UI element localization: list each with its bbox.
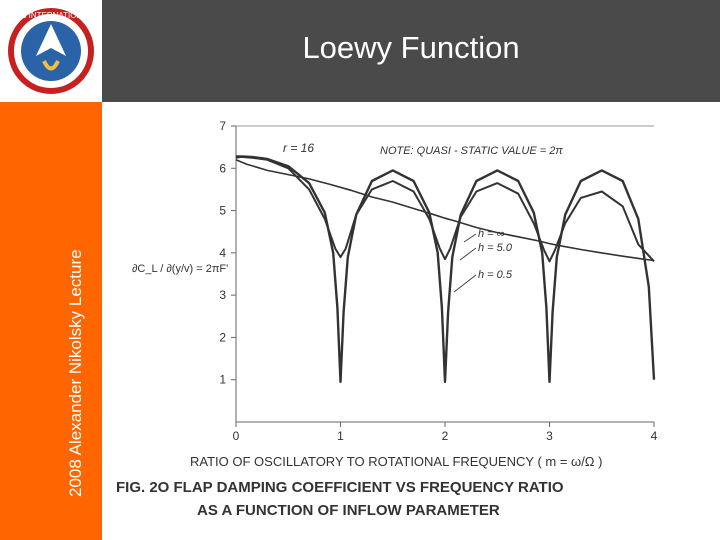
x-tick-label: 4 xyxy=(651,429,658,443)
y-axis-label: ∂C_L / ∂(y/v) = 2πF' xyxy=(132,263,228,275)
x-axis-label: RATIO OF OSCILLATORY TO ROTATIONAL FREQU… xyxy=(190,454,602,469)
chart-ticks: 0 1 2 3 4 1 2 3 4 5 6 7 xyxy=(219,119,657,443)
ahs-international-logo-icon: AHS INTERNATIONAL xyxy=(8,8,94,94)
annotation-r: r = 16 xyxy=(283,141,314,155)
leader-line-h-05 xyxy=(453,274,477,293)
y-tick-label: 7 xyxy=(219,119,226,133)
leader-line-h-5 xyxy=(459,247,477,261)
annotation-note: NOTE: QUASI - STATIC VALUE = 2π xyxy=(380,145,563,157)
x-tick-label: 1 xyxy=(337,429,344,443)
logo-text: AHS INTERNATIONAL xyxy=(10,11,93,20)
figure-caption-line1: FIG. 2O FLAP DAMPING COEFFICIENT VS FREQ… xyxy=(116,479,564,496)
slide-header xyxy=(0,0,720,102)
y-tick-label: 2 xyxy=(219,330,226,344)
leader-line-h-inf xyxy=(463,233,477,243)
series-label-h-05: h = 0.5 xyxy=(478,269,513,281)
chart-series xyxy=(235,155,656,383)
ylabel-text: ∂C_L / ∂(y/v) = 2πF' xyxy=(132,263,228,275)
series-line-2 xyxy=(235,159,655,262)
sidebar-band xyxy=(0,102,102,540)
y-tick-label: 6 xyxy=(219,161,226,175)
x-tick-label: 0 xyxy=(233,429,240,443)
series-line-0 xyxy=(236,155,656,383)
sidebar-lecture-label: 2008 Alexander Nikolsky Lecture xyxy=(66,249,85,497)
x-tick-label: 2 xyxy=(442,429,449,443)
y-tick-label: 4 xyxy=(219,246,226,260)
y-tick-label: 5 xyxy=(219,204,226,218)
figure-caption-line2: AS A FUNCTION OF INFLOW PARAMETER xyxy=(197,502,500,519)
loewy-chart: 0 1 2 3 4 1 2 3 4 5 6 7 ∂C_L / ∂(y/v) = 2πF' r = 16… xyxy=(116,119,658,519)
series-line-1 xyxy=(235,155,655,263)
series-label-h-inf: h = ∞ xyxy=(478,228,505,240)
y-tick-label: 1 xyxy=(219,373,226,387)
y-tick-label: 3 xyxy=(219,288,226,302)
page-title: Loewy Function xyxy=(302,30,520,65)
ahs-logo: AHS INTERNATIONAL xyxy=(0,0,102,102)
x-tick-label: 3 xyxy=(546,429,553,443)
series-label-h-5: h = 5.0 xyxy=(478,242,513,254)
